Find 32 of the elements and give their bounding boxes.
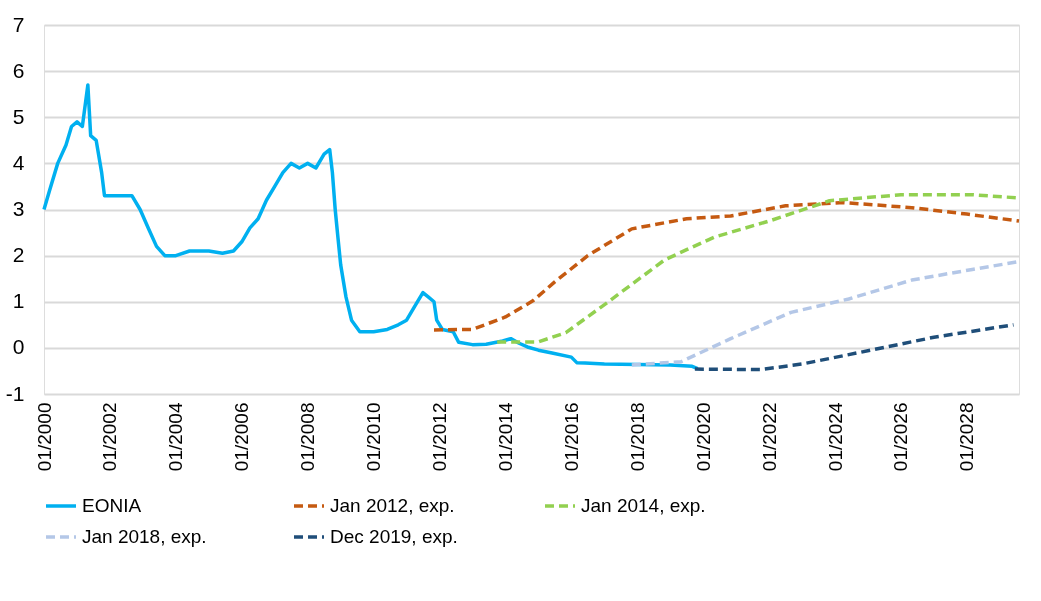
y-tick-label: 1 [12, 289, 25, 313]
x-tick-label: 01/2000 [33, 402, 55, 472]
x-tick-label: 01/2012 [429, 402, 450, 472]
x-tick-label: 01/2004 [165, 402, 187, 472]
x-tick-label: 01/2016 [560, 402, 582, 472]
y-tick-label: 6 [12, 58, 25, 82]
x-tick-label: 01/2014 [494, 402, 516, 472]
line-series [432, 200, 1021, 332]
legend-label: EONIA [82, 495, 142, 516]
y-tick-label: 5 [12, 104, 25, 128]
x-tick-label: 01/2024 [824, 402, 846, 472]
y-tick-label: -1 [5, 381, 25, 405]
x-tick-label: 01/2008 [297, 402, 319, 472]
x-tick-label: 01/2018 [626, 402, 648, 472]
y-tick-label: 2 [12, 243, 25, 267]
line-series [693, 323, 1016, 372]
y-tick-label: 4 [12, 150, 25, 174]
x-tick-label: 01/2022 [758, 402, 780, 472]
x-tick-label: 01/2028 [956, 402, 978, 472]
x-tick-label: 01/2002 [99, 402, 121, 472]
y-tick-label: 0 [12, 335, 25, 359]
legend-label: Dec 2019, exp. [330, 526, 458, 547]
y-tick-label: 7 [12, 12, 25, 36]
x-tick-label: 01/2020 [692, 402, 714, 472]
legend-label: Jan 2014, exp. [581, 495, 706, 516]
legend-label: Jan 2012, exp. [330, 495, 455, 516]
x-tick-label: 01/2026 [890, 402, 912, 472]
x-tick-label: 01/2010 [363, 402, 385, 472]
y-tick-label: 3 [12, 197, 25, 220]
legend-label: Jan 2018, exp. [82, 526, 207, 547]
x-tick-label: 01/2006 [231, 402, 253, 472]
line-series [42, 83, 700, 371]
